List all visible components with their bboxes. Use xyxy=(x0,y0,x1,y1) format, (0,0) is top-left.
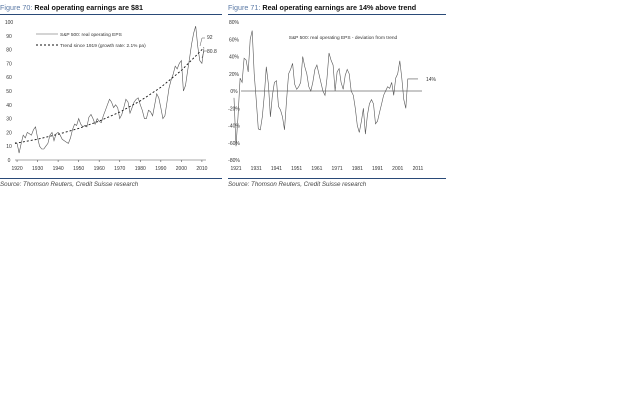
x-tick-label: 1971 xyxy=(332,166,343,172)
y-tick-label: 90 xyxy=(6,34,12,40)
y-tick-label: 40 xyxy=(6,103,12,109)
y-tick-label: 80% xyxy=(229,20,240,26)
y-tick-label: -40% xyxy=(228,124,240,130)
figure-71-label: Figure 71: xyxy=(228,3,261,12)
x-tick-label: 1930 xyxy=(32,166,43,172)
x-tick-label: 2010 xyxy=(196,166,207,172)
figure-70-chart: 0 10 20 30 40 50 60 70 80 90 100 1920 1930 1940 1950 19… xyxy=(5,20,217,172)
x-tick-label: 1950 xyxy=(73,166,84,172)
x-tick-label: 1991 xyxy=(372,166,383,172)
y-tick-label: 20 xyxy=(6,130,12,136)
y-tick-label: 40% xyxy=(229,55,240,61)
title-rule xyxy=(0,14,222,15)
figure-70-source: Source: Thomson Reuters, Credit Suisse r… xyxy=(0,181,139,188)
x-tick-label: 1990 xyxy=(155,166,166,172)
y-tick-label: 30 xyxy=(6,117,12,123)
x-tick-label: 2000 xyxy=(176,166,187,172)
title-rule xyxy=(228,14,446,15)
x-tick-label: 1920 xyxy=(11,166,22,172)
x-tick-label: 2001 xyxy=(392,166,403,172)
figure-71-chart: -80%-60%-40%-20%0%20%40%60%80%1921 1931 19… xyxy=(228,20,437,172)
figure-71-heading: Real operating earnings are 14% above tr… xyxy=(262,3,417,12)
y-tick-label: 60 xyxy=(6,75,12,81)
y-tick-label: 60% xyxy=(229,37,240,43)
y-tick-label: 100 xyxy=(5,20,14,26)
figure-70-label: Figure 70: xyxy=(0,3,33,12)
annotation-leader-92 xyxy=(199,37,205,47)
x-tick-label: 2011 xyxy=(413,166,424,172)
y-tick-label: 20% xyxy=(229,72,240,78)
y-tick-label: -80% xyxy=(228,158,240,164)
legend-label-eps: S&P 500: real operating EPS xyxy=(60,32,122,38)
y-tick-label: 10 xyxy=(6,144,12,150)
figure-71-title: Figure 71: Real operating earnings are 1… xyxy=(228,3,416,12)
trend-line xyxy=(14,47,205,144)
source-rule xyxy=(228,178,446,179)
legend-label-trend: Trend since 1919 (growth rate: 2.1% pa) xyxy=(60,43,146,49)
x-tick-label: 1961 xyxy=(311,166,322,172)
y-tick-label: 80 xyxy=(6,48,12,54)
annotation-92: 92 xyxy=(207,35,213,41)
x-tick-label: 1981 xyxy=(352,166,363,172)
x-tick-label: 1970 xyxy=(114,166,125,172)
figure-71-source: Source: Thomson Reuters, Credit Suisse r… xyxy=(228,181,367,188)
source-rule xyxy=(0,178,222,179)
annotation-14pct: 14% xyxy=(426,77,437,83)
x-tick-label: 1951 xyxy=(291,166,302,172)
annotation-leader-80-8 xyxy=(201,50,207,59)
y-tick-label: 0 xyxy=(8,158,11,164)
y-tick-label: 70 xyxy=(6,61,12,67)
deviation-line xyxy=(233,30,418,147)
y-tick-label: -60% xyxy=(228,141,240,147)
figure-70-title: Figure 70: Real operating earnings are $… xyxy=(0,3,143,12)
eps-line xyxy=(14,26,205,154)
x-tick-label: 1940 xyxy=(53,166,64,172)
figure-70-heading: Real operating earnings are $81 xyxy=(34,3,144,12)
x-tick-label: 1960 xyxy=(94,166,105,172)
x-tick-label: 1921 xyxy=(230,166,241,172)
annotation-80-8: 80.8 xyxy=(207,49,217,55)
y-tick-label: 50 xyxy=(6,89,12,95)
x-tick-label: 1941 xyxy=(271,166,282,172)
x-tick-label: 1980 xyxy=(135,166,146,172)
legend-label: S&P 500: real operating EPS - deviation … xyxy=(289,35,398,41)
y-tick-label: 0% xyxy=(230,89,238,95)
x-tick-label: 1931 xyxy=(251,166,262,172)
